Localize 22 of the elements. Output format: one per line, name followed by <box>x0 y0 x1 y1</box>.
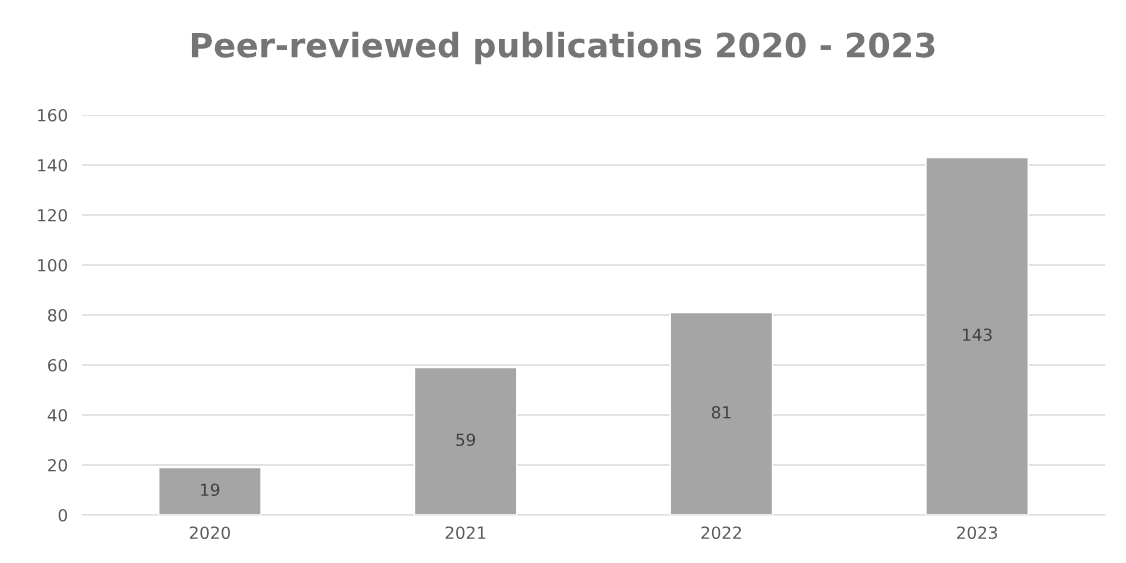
bar <box>158 466 262 515</box>
data-label: 59 <box>456 433 476 447</box>
y-tick-label: 100 <box>38 258 67 272</box>
x-tick-label: 2022 <box>701 526 741 540</box>
y-tick-label: 40 <box>47 408 67 422</box>
bar <box>925 156 1029 515</box>
x-tick-label: 2023 <box>957 526 997 540</box>
data-label: 143 <box>963 328 992 342</box>
data-label: 19 <box>201 483 220 497</box>
bar <box>413 366 518 515</box>
chart-title: Peer-reviewed publications 2020 - 2023 <box>191 31 935 65</box>
x-tick-label: 2020 <box>189 526 230 540</box>
y-tick-label: 140 <box>38 158 67 172</box>
y-tick-label: 120 <box>38 208 67 222</box>
bar <box>669 311 774 515</box>
y-tick-label: 60 <box>48 358 67 372</box>
y-tick-label: 0 <box>58 508 67 522</box>
y-tick-label: 80 <box>48 308 67 322</box>
data-label: 81 <box>711 405 731 419</box>
y-tick-label: 20 <box>48 458 67 472</box>
x-tick-label: 2021 <box>445 526 486 540</box>
y-tick-label: 160 <box>38 108 67 122</box>
